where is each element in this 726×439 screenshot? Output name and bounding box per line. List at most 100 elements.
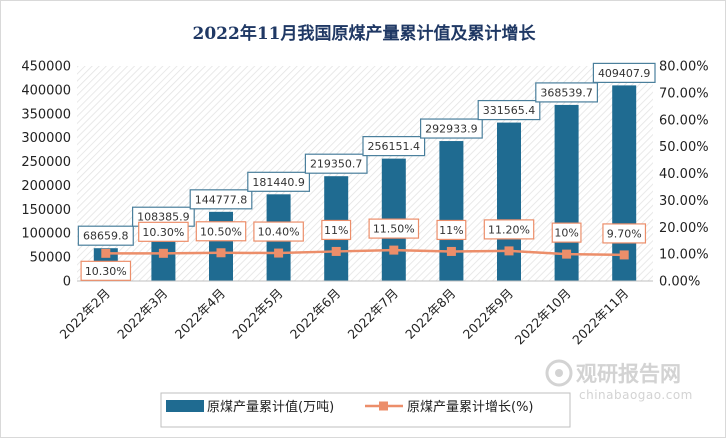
legend-line-marker [379,401,388,411]
x-tick-label: 2022年5月 [229,286,285,342]
bar-label-box [420,118,483,139]
line-value-label: 11% [439,224,463,237]
line-value-label: 10% [554,227,578,240]
y-right-tick-label: 20.00% [659,221,709,236]
y-right-tick-label: 0.00% [659,275,700,290]
growth-line [105,248,625,257]
line-point-marker [562,249,572,259]
bar-value-label: 256151.4 [368,140,421,153]
y-left-tick-label: 250000 [21,155,71,170]
y-right-tick-label: 10.00% [659,248,709,263]
y-left-tick-label: 400000 [21,83,71,98]
line-label-box [321,219,352,241]
y-left-tick-label: 300000 [21,131,71,146]
line-point-marker [331,246,341,256]
bar-value-label: 181440.9 [252,176,305,189]
x-tick-label: 2022年10月 [512,286,574,348]
bar-label-box [592,62,656,83]
y-right-tick-label: 60.00% [659,113,709,128]
x-tick-label: 2022年4月 [172,286,228,342]
line-labels: 10.30% 10.30% 10.50% 10.40% 11% 11.50% 11% 11.2… [80,218,647,281]
y-axis-right: 0.00% 10.00% 20.00% 30.00% 40.00% 50.00% 60.00… [659,60,709,290]
bar [497,122,521,281]
line-value-label: 11% [324,224,348,237]
x-tick-label: 2022年7月 [345,286,401,342]
line-label-box [602,223,647,244]
y-axis-left: 0 50000 100000 150000 200000 250000 300000 3500… [21,60,71,290]
line-series [101,245,629,260]
y-left-tick-label: 100000 [21,227,71,242]
legend-bar-label: 原煤产量累计值(万吨) [207,399,334,415]
x-tick-label: 2022年6月 [287,286,343,342]
line-label-box [368,218,420,239]
y-left-tick-label: 450000 [21,60,71,75]
x-axis-ticks: 2022年2月 2022年3月 2022年4月 2022年5月 2022年6月 2022年… [57,286,632,348]
chart-title: 2022年11月我国原煤产量累计值及累计增长 [193,23,537,44]
line-label-box [551,222,582,243]
y-left-tick-label: 150000 [21,203,71,218]
bar-value-label: 219350.7 [310,158,363,171]
watermark-brand: 观研报告网 [576,362,681,386]
y-right-tick-label: 80.00% [659,60,709,75]
line-point-marker [158,248,168,258]
bar-label-box [304,153,368,174]
legend-box [160,392,571,428]
legend-bar-swatch [166,400,204,412]
legend[interactable]: 原煤产量累计值(万吨) 原煤产量累计增长(%) [160,392,571,428]
line-point-marker [504,246,514,256]
bar-value-label: 331565.4 [483,104,536,117]
x-tick-label: 2022年2月 [57,286,113,342]
line-value-label: 10.40% [258,226,300,239]
y-right-tick-label: 50.00% [659,140,709,155]
x-tick-label: 2022年11月 [569,286,631,348]
bar-label-box [189,189,253,210]
line-point-marker [101,248,111,258]
line-point-marker [389,245,399,255]
bar-label-box [535,82,598,103]
y-right-tick-label: 40.00% [659,167,709,182]
line-value-label: 9.70% [607,227,642,240]
bar-labels: 68659.8 108385.9 144777.8 181440.9 219350.7 2… [77,62,656,246]
line-point-marker [619,250,629,260]
bar-label-box [362,136,426,157]
line-point-marker [274,248,284,258]
line-value-label: 11.20% [488,223,530,236]
line-value-label: 10.30% [142,226,184,239]
line-label-box [436,219,467,241]
x-tick-label: 2022年9月 [460,286,516,342]
legend-line-label: 原煤产量累计增长(%) [407,400,534,415]
line-value-label: 10.30% [85,265,127,278]
bar-value-label: 108385.9 [137,211,190,224]
bar-value-label: 68659.8 [83,230,129,243]
bar [612,85,637,281]
line-point-marker [216,248,226,258]
x-tick-label: 2022年8月 [402,286,458,342]
watermark-logo-icon [545,359,573,387]
y-right-tick-label: 70.00% [659,86,709,101]
y-left-tick-label: 0 [63,275,71,290]
bar-value-label: 409407.9 [598,67,651,80]
bar-label-box [77,225,134,246]
bar-value-label: 368539.7 [540,86,593,99]
y-left-tick-label: 200000 [21,179,71,194]
y-left-tick-label: 50000 [30,251,71,266]
bar-value-label: 144777.8 [195,193,248,206]
line-point-marker [446,246,456,256]
line-label-box [138,221,189,242]
line-value-label: 10.50% [200,225,242,238]
y-right-tick-label: 30.00% [659,194,709,209]
y-left-tick-label: 350000 [21,107,71,122]
line-label-box [253,221,304,242]
bar-value-label: 292933.9 [425,123,478,136]
line-label-box [80,260,132,281]
bar-label-box [247,171,311,192]
line-label-box [195,221,247,242]
watermark-url: chinabaogao.com [579,388,693,402]
bar [439,141,464,281]
x-tick-label: 2022年3月 [114,286,170,342]
line-label-box [483,219,535,240]
bar-label-box [477,99,541,121]
line-value-label: 11.50% [373,223,415,236]
